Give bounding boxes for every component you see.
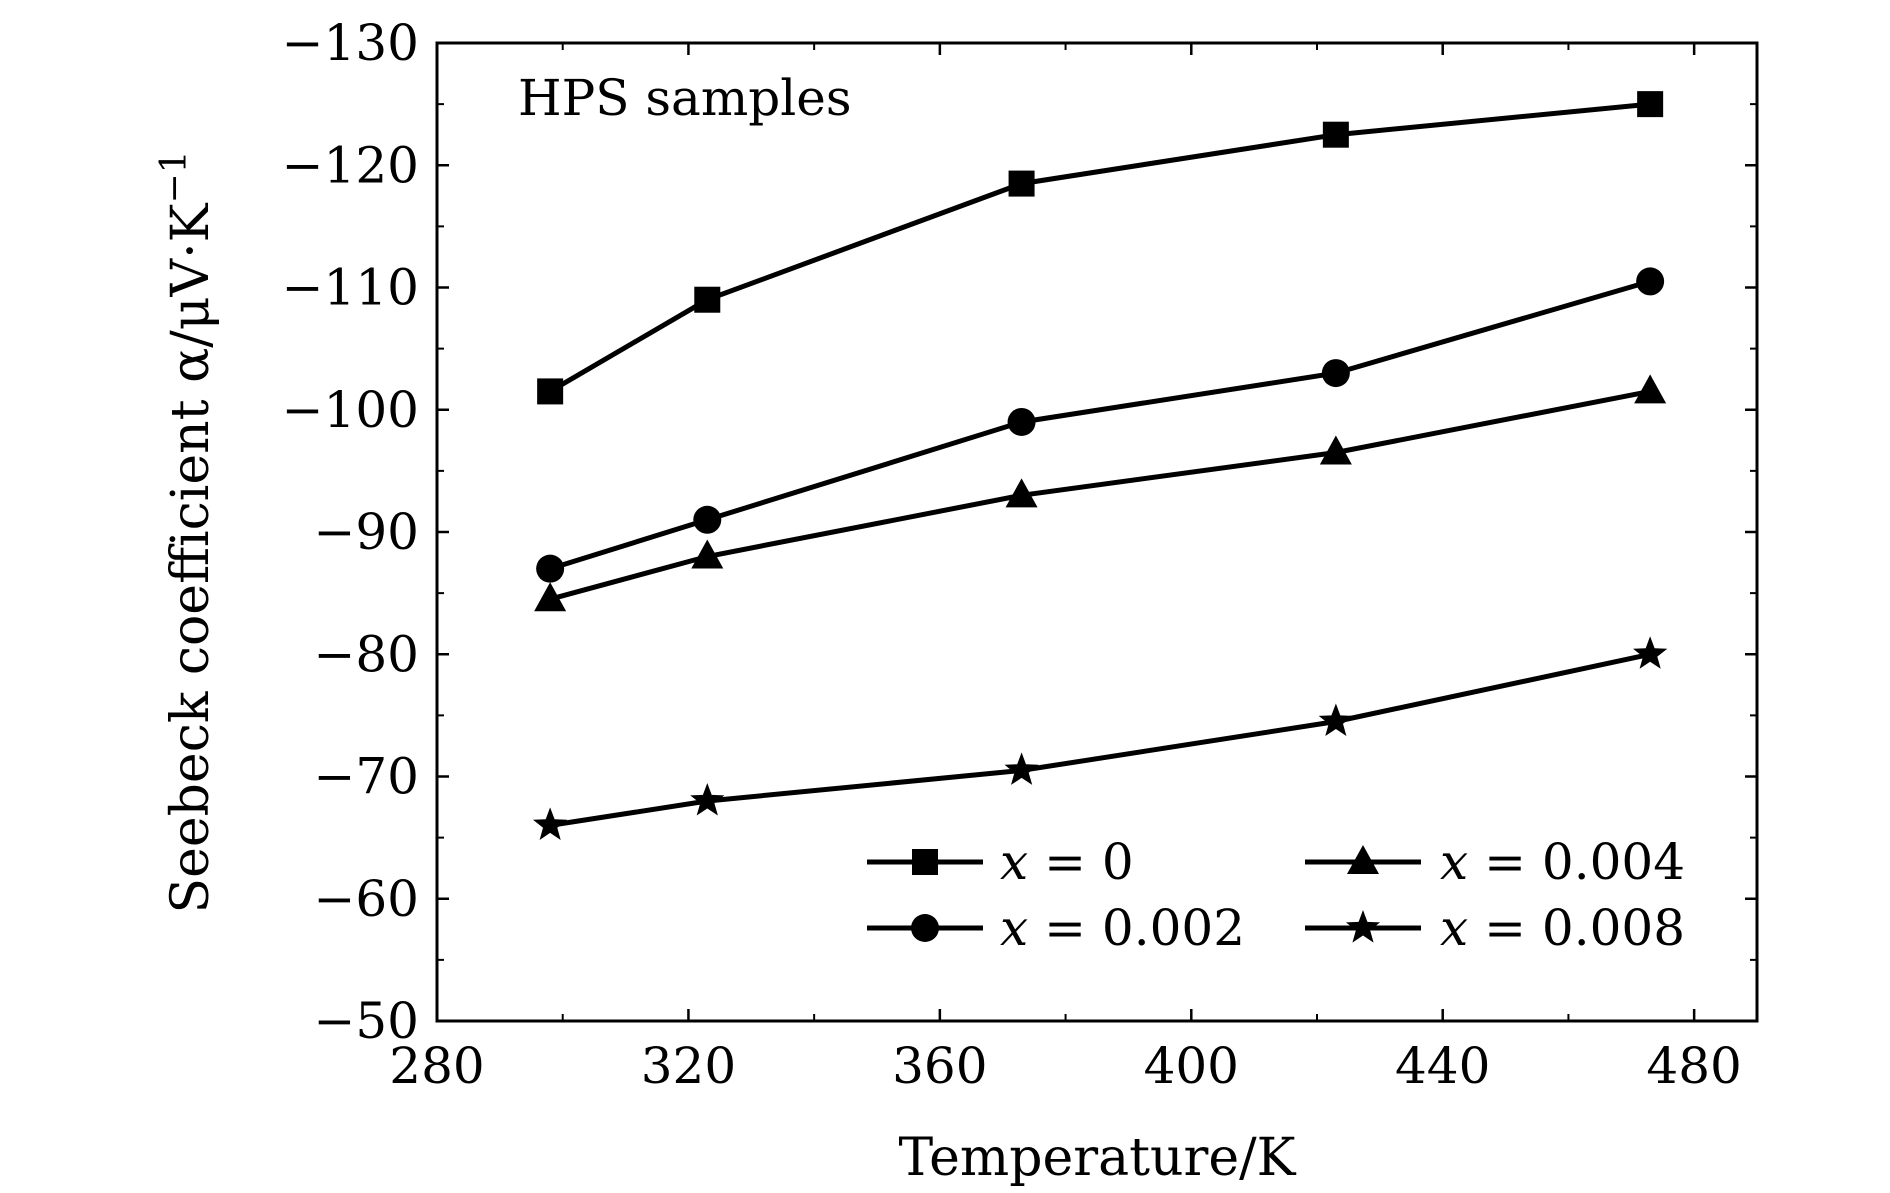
data-point-triangle (534, 582, 567, 612)
x-tick-label: 320 (641, 1037, 736, 1095)
data-point-star (1318, 703, 1353, 736)
y-tick-label: −110 (282, 259, 419, 317)
y-tick-label: −100 (282, 381, 419, 439)
data-point-triangle (1319, 435, 1352, 465)
legend-label-variable: x (1000, 899, 1028, 957)
data-point-star (690, 783, 725, 816)
series-triangle (534, 374, 1667, 612)
y-axis-title-main: Seebeck coefficient α/μV·K (161, 202, 221, 913)
legend-marker-circle (911, 914, 939, 942)
axis-ticks (435, 41, 1757, 1023)
legend-item: x = 0 (867, 833, 1134, 891)
legend-marker-star (1345, 910, 1381, 943)
x-tick-label: 280 (389, 1037, 484, 1095)
data-point-triangle (691, 539, 724, 569)
legend-label: x = 0.002 (1000, 899, 1245, 957)
data-point-triangle (1634, 374, 1667, 404)
legend-label-variable: x (1000, 833, 1028, 891)
series-layer (533, 91, 1668, 840)
series-line (548, 101, 1651, 394)
y-tick-label: −50 (313, 992, 419, 1050)
legend-item: x = 0.004 (1305, 833, 1685, 891)
y-tick-label: −80 (313, 625, 419, 683)
y-tick-label: −90 (313, 503, 419, 561)
legend-label-value: = 0.008 (1468, 899, 1685, 957)
legend-marker-square (912, 849, 938, 875)
y-tick-label: −130 (282, 14, 419, 72)
data-point-square (1008, 170, 1035, 197)
data-point-square (537, 378, 564, 405)
legend-label-value: = 0.002 (1028, 899, 1245, 957)
series-star (533, 636, 1668, 840)
data-point-star (1633, 636, 1668, 669)
data-point-square (1637, 91, 1664, 118)
y-axis-title-group: Seebeck coefficient α/μV·K−1 (154, 150, 221, 913)
legend-item: x = 0.002 (867, 899, 1245, 957)
x-tick-label: 400 (1144, 1037, 1239, 1095)
y-axis-title-superscript: −1 (154, 150, 195, 203)
legend-label: x = 0 (1000, 833, 1134, 891)
legend-marker-triangle (1347, 845, 1379, 874)
y-tick-label: −60 (313, 870, 419, 928)
x-tick-label: 440 (1395, 1037, 1490, 1095)
data-point-circle (1321, 359, 1350, 388)
data-point-circle (1007, 407, 1036, 436)
data-point-star (533, 807, 568, 840)
data-point-star (1004, 752, 1039, 785)
data-point-square (694, 286, 721, 313)
series-square (537, 91, 1664, 405)
data-point-circle (1636, 267, 1665, 296)
x-axis-title: Temperature/K (898, 1128, 1296, 1188)
legend-label: x = 0.008 (1440, 899, 1685, 957)
legend-label-value: = 0.004 (1468, 833, 1685, 891)
series-circle (536, 267, 1665, 583)
y-tick-label: −70 (313, 748, 419, 806)
data-point-circle (536, 554, 565, 583)
data-point-triangle (1005, 478, 1038, 508)
legend-label: x = 0.004 (1440, 833, 1685, 891)
y-tick-label: −120 (282, 136, 419, 194)
legend-label-value: = 0 (1028, 833, 1134, 891)
x-tick-label: 480 (1646, 1037, 1741, 1095)
x-tick-label: 360 (892, 1037, 987, 1095)
panel-annotation: HPS samples (518, 69, 852, 127)
data-point-square (1322, 121, 1349, 148)
legend-label-variable: x (1440, 899, 1468, 957)
y-axis-title: Seebeck coefficient α/μV·K−1 (154, 150, 221, 913)
legend-label-variable: x (1440, 833, 1468, 891)
axis-tick-labels: 280 320 360 400 440 480 −50 −60 −70 −80 −90 −100 −11… (282, 14, 1742, 1095)
data-point-circle (693, 505, 722, 534)
legend-item: x = 0.008 (1305, 899, 1685, 957)
